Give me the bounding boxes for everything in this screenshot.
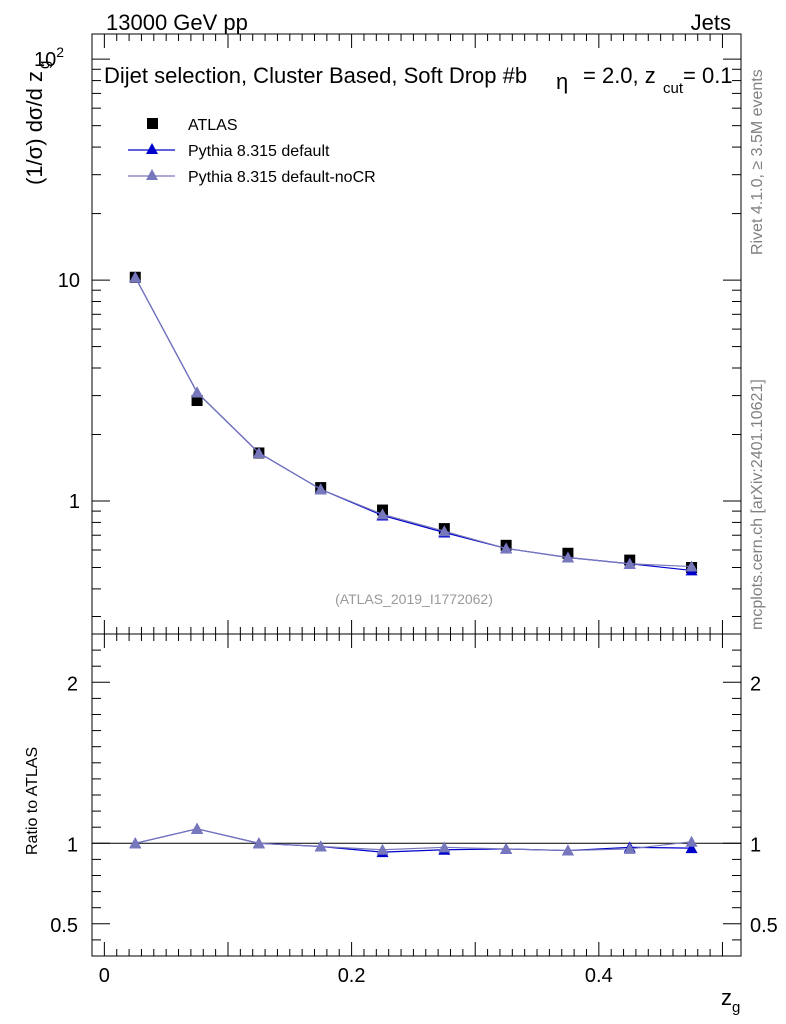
- header-left: 13000 GeV pp: [106, 10, 248, 35]
- x-axis-title-text: z: [721, 985, 732, 1010]
- ratio-pythia-nocr-point: [252, 837, 265, 849]
- svg-text:(1/σ) dσ/d zg: (1/σ) dσ/d z g: [22, 61, 53, 185]
- main-pythia-nocr-point: [314, 483, 327, 495]
- x-axis-title-sub: g: [732, 999, 740, 1016]
- ratio-y-tick-label-right: 2: [750, 673, 761, 695]
- rivet-label: Rivet 4.1.0, ≥ 3.5M events: [749, 69, 766, 255]
- main-pythia-default-line: [134, 276, 692, 572]
- legend-nocr-marker: [146, 169, 158, 180]
- legend-atlas-marker: [147, 118, 158, 129]
- main-pythia-nocr-point: [376, 508, 389, 520]
- x-tick-label: 0: [99, 965, 110, 987]
- main-pythia-nocr-point: [623, 557, 636, 569]
- x-axis-title: zg: [721, 985, 740, 1016]
- plot-title-end: = 0.1: [683, 63, 733, 88]
- ratio-pythia-nocr-point: [438, 841, 451, 853]
- plot-title: Dijet selection, Cluster Based, Soft Dro…: [104, 63, 733, 97]
- plot-title-cont: = 2.0, z: [583, 63, 656, 88]
- svg-text:Dijet selection, Cluster Based: Dijet selection, Cluster Based, Soft Dro…: [104, 63, 527, 88]
- ratio-pythia-nocr-point: [129, 837, 142, 849]
- y-axis-title-text: (1/σ) dσ/d z: [22, 71, 47, 185]
- ratio-y-tick-label-right: 0.5: [750, 915, 778, 937]
- main-pythia-nocr-point: [252, 446, 265, 458]
- x-tick-label: 0.2: [338, 965, 366, 987]
- legend-default-marker: [146, 143, 158, 154]
- svg-text:zg: zg: [721, 985, 740, 1016]
- x-tick-label: 0.4: [585, 965, 613, 987]
- ratio-pythia-default-point: [685, 842, 698, 854]
- analysis-id: (ATLAS_2019_I1772062): [335, 591, 493, 607]
- ratio-pythia-nocr-point: [561, 844, 574, 856]
- ratio-y-tick-label-right: 1: [750, 834, 761, 856]
- ratio-pythia-nocr-point: [623, 842, 636, 854]
- y-tick-label: 102: [34, 44, 64, 71]
- main-pythia-nocr-point: [438, 525, 451, 537]
- ratio-y-axis-title: Ratio to ATLAS: [24, 747, 41, 855]
- ratio-y-tick-label: 2: [67, 673, 78, 695]
- beta-symbol: η: [556, 69, 568, 94]
- y-axis-title: (1/σ) dσ/d z g: [22, 61, 53, 185]
- legend-nocr-label: Pythia 8.315 default-noCR: [188, 169, 376, 186]
- ratio-pythia-nocr-point: [500, 842, 513, 854]
- y-tick-label: 1: [69, 491, 80, 513]
- plot-title-sub: cut: [663, 80, 684, 97]
- main-pythia-nocr-point: [685, 560, 698, 572]
- legend: ATLAS Pythia 8.315 default Pythia 8.315 …: [128, 117, 376, 186]
- y-axis-title-sub: g: [36, 61, 53, 69]
- ratio-plot-frame: [91, 633, 742, 957]
- ratio-pythia-nocr-point: [191, 822, 204, 834]
- main-pythia-nocr-line: [134, 276, 692, 568]
- ratio-y-tick-label: 1: [67, 834, 78, 856]
- ratio-pythia-nocr-point: [685, 835, 698, 847]
- main-atlas-point: [191, 395, 203, 407]
- header-right: Jets: [691, 10, 731, 35]
- ratio-pythia-nocr-point: [314, 840, 327, 852]
- main-pythia-nocr-point: [500, 542, 513, 554]
- plot-title-text: Dijet selection, Cluster Based, Soft Dro…: [104, 63, 527, 88]
- legend-default-label: Pythia 8.315 default: [188, 143, 330, 160]
- mcplots-label: mcplots.cern.ch [arXiv:2401.10621]: [749, 379, 766, 630]
- ratio-pythia-nocr-point: [376, 843, 389, 855]
- ratio-y-tick-label: 0.5: [50, 915, 78, 937]
- y-tick-label: 10: [58, 270, 80, 292]
- ratio-pythia-nocr-line: [135, 828, 692, 852]
- main-pythia-nocr-point: [129, 271, 142, 283]
- main-pythia-nocr-point: [191, 386, 204, 398]
- legend-atlas-label: ATLAS: [188, 117, 238, 134]
- main-pythia-nocr-point: [561, 551, 574, 563]
